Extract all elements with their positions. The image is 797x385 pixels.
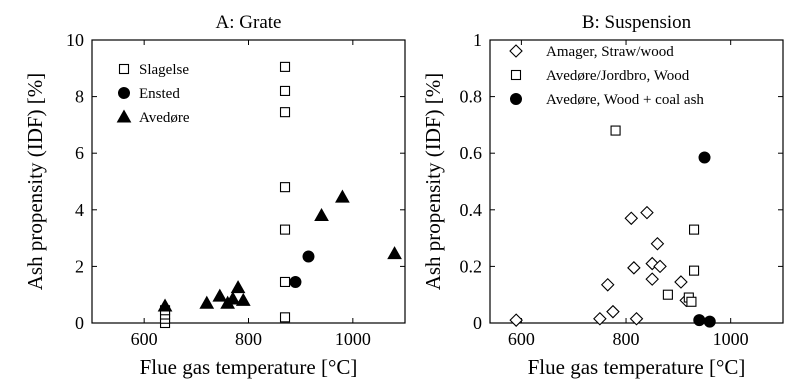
y-tick-label-suspension: 0.8 bbox=[460, 87, 483, 107]
data-point-suspension-series-1 bbox=[640, 205, 654, 220]
legend-marker-suspension-2 bbox=[510, 69, 522, 81]
data-point-grate-series-3 bbox=[157, 298, 173, 312]
data-point-grate-series-3 bbox=[212, 288, 228, 302]
legend-marker-grate-1 bbox=[118, 63, 130, 75]
y-tick-label-suspension: 0.6 bbox=[460, 143, 483, 163]
legend-marker-grate-3 bbox=[116, 109, 132, 123]
legend-label-grate-3: Avedøre bbox=[139, 110, 190, 126]
x-tick-label-grate: 600 bbox=[131, 329, 158, 349]
y-tick-label-suspension: 0.2 bbox=[460, 256, 483, 276]
y-axis-label-grate: Ash propensity (IDF) [%] bbox=[23, 73, 47, 291]
data-point-suspension-series-1 bbox=[629, 311, 644, 326]
data-point-suspension-series-1 bbox=[653, 259, 667, 274]
data-point-suspension-series-3 bbox=[693, 314, 706, 327]
legend-label-suspension-3: Avedøre, Wood + coal ash bbox=[546, 92, 704, 108]
data-point-suspension-series-2 bbox=[610, 125, 621, 136]
data-point-grate-series-1 bbox=[279, 182, 291, 193]
data-point-grate-series-1 bbox=[279, 107, 291, 118]
y-tick-label-suspension: 0.4 bbox=[460, 200, 483, 220]
data-point-grate-series-1 bbox=[279, 224, 291, 235]
legend-label-suspension-1: Amager, Straw/wood bbox=[546, 44, 674, 60]
data-point-grate-series-2 bbox=[302, 250, 315, 263]
data-point-suspension-series-1 bbox=[627, 261, 641, 275]
data-point-suspension-series-2 bbox=[686, 296, 697, 307]
data-point-grate-series-3 bbox=[335, 189, 350, 203]
x-tick-label-suspension: 800 bbox=[613, 329, 640, 349]
data-point-grate-series-3 bbox=[387, 246, 402, 260]
data-point-suspension-series-1 bbox=[674, 275, 688, 289]
data-point-suspension-series-2 bbox=[689, 265, 700, 276]
data-point-suspension-series-1 bbox=[509, 313, 523, 327]
y-tick-label-grate: 4 bbox=[75, 200, 84, 220]
legend-marker-suspension-1 bbox=[509, 44, 523, 58]
y-tick-label-suspension: 1 bbox=[473, 30, 482, 50]
y-tick-label-grate: 2 bbox=[75, 256, 84, 276]
legend-label-grate-1: Slagelse bbox=[139, 62, 189, 78]
x-tick-label-suspension: 600 bbox=[508, 329, 535, 349]
data-point-suspension-series-2 bbox=[662, 289, 673, 300]
data-point-grate-series-1 bbox=[279, 312, 291, 323]
x-tick-label-suspension: 1000 bbox=[713, 329, 749, 349]
y-tick-label-grate: 8 bbox=[75, 87, 84, 107]
data-point-grate-series-3 bbox=[199, 295, 215, 309]
x-axis-label-suspension: Flue gas temperature [°C] bbox=[528, 355, 746, 379]
data-point-grate-series-1 bbox=[279, 85, 291, 96]
x-axis-label-grate: Flue gas temperature [°C] bbox=[140, 355, 358, 379]
data-point-suspension-series-1 bbox=[624, 211, 639, 226]
legend-marker-grate-2 bbox=[118, 87, 130, 99]
data-point-suspension-series-1 bbox=[606, 304, 620, 319]
chart-title-suspension: B: Suspension bbox=[582, 12, 692, 33]
y-tick-label-suspension: 0 bbox=[473, 313, 482, 333]
y-tick-label-grate: 0 bbox=[75, 313, 84, 333]
legend-label-grate-2: Ensted bbox=[139, 86, 180, 102]
data-point-grate-series-2 bbox=[289, 275, 302, 288]
data-point-grate-series-3 bbox=[235, 292, 251, 306]
data-point-grate-series-3 bbox=[314, 207, 329, 221]
chart-title-grate: A: Grate bbox=[216, 12, 282, 33]
data-point-grate-series-3 bbox=[225, 291, 241, 305]
data-point-suspension-series-3 bbox=[703, 315, 716, 328]
data-point-grate-series-1 bbox=[279, 276, 291, 288]
data-point-suspension-series-1 bbox=[645, 272, 659, 286]
data-point-suspension-series-2 bbox=[689, 224, 700, 235]
data-point-grate-series-1 bbox=[279, 61, 291, 72]
x-tick-label-grate: 1000 bbox=[335, 329, 371, 349]
data-point-suspension-series-1 bbox=[593, 311, 607, 326]
y-tick-label-grate: 10 bbox=[66, 30, 84, 50]
x-tick-label-grate: 800 bbox=[235, 329, 262, 349]
y-tick-label-grate: 6 bbox=[75, 143, 84, 163]
y-axis-label-suspension: Ash propensity (IDF) [%] bbox=[421, 73, 445, 291]
legend-marker-suspension-3 bbox=[510, 93, 522, 105]
plot-frame-grate bbox=[91, 39, 406, 324]
data-point-suspension-series-1 bbox=[650, 236, 665, 251]
data-point-suspension-series-1 bbox=[600, 278, 615, 292]
data-point-grate-series-3 bbox=[230, 280, 246, 294]
legend-label-suspension-2: Avedøre/Jordbro, Wood bbox=[546, 68, 690, 84]
data-point-suspension-series-3 bbox=[698, 151, 711, 164]
